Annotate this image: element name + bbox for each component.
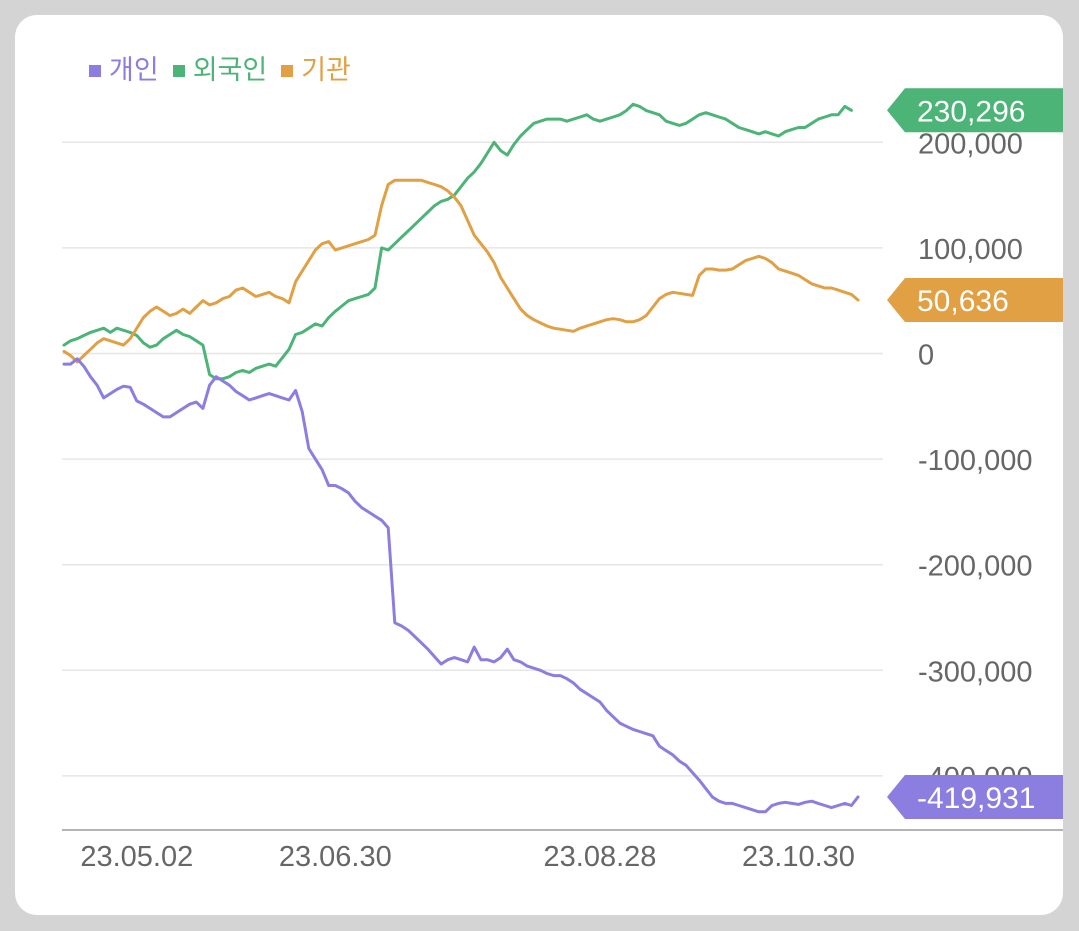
legend-item-institution: 기관: [281, 53, 351, 89]
y-tick-label: -100,000: [918, 445, 1033, 477]
legend-item-foreign: 외국인: [172, 53, 268, 89]
legend-label-institution: 기관: [301, 55, 351, 86]
y-tick-label: -200,000: [918, 551, 1033, 583]
x-tick-label: 23.08.28: [544, 841, 657, 873]
line-chart: 200,000 100,000 0 -100,000 -200,000 -300,000 -…: [62, 88, 1063, 873]
y-tick-label: 200,000: [918, 128, 1023, 160]
end-value-tag-institution: [887, 278, 1063, 323]
series-line-institution: [62, 178, 860, 364]
chart-card: 개인 외국인 기관 200,000 100,000 0 -100,000 -200,00…: [15, 15, 1063, 915]
legend-label-individual: 개인: [109, 55, 159, 86]
x-tick-label: 23.10.30: [742, 841, 855, 873]
end-value-label-foreign: 230,296: [917, 95, 1025, 128]
y-tick-label: 0: [918, 340, 934, 372]
legend-item-individual: 개인: [89, 53, 159, 89]
x-tick-label: 23.06.30: [279, 841, 392, 873]
x-tick-label: 23.05.02: [80, 841, 193, 873]
series-line-individual: [62, 357, 860, 814]
end-value-tag-foreign: [887, 88, 1063, 133]
end-value-label-individual: -419,931: [917, 782, 1035, 815]
legend: 개인 외국인 기관: [89, 53, 351, 89]
end-value-label-institution: 50,636: [917, 285, 1009, 318]
legend-swatch-institution: [281, 65, 294, 77]
end-value-tag-individual: [887, 774, 1063, 819]
legend-swatch-individual: [89, 65, 101, 77]
y-tick-label: -300,000: [918, 656, 1033, 688]
y-tick-label: 100,000: [918, 234, 1023, 266]
legend-swatch-foreign: [172, 65, 185, 77]
legend-label-foreign: 외국인: [192, 55, 268, 86]
series-line-foreign: [62, 102, 853, 381]
